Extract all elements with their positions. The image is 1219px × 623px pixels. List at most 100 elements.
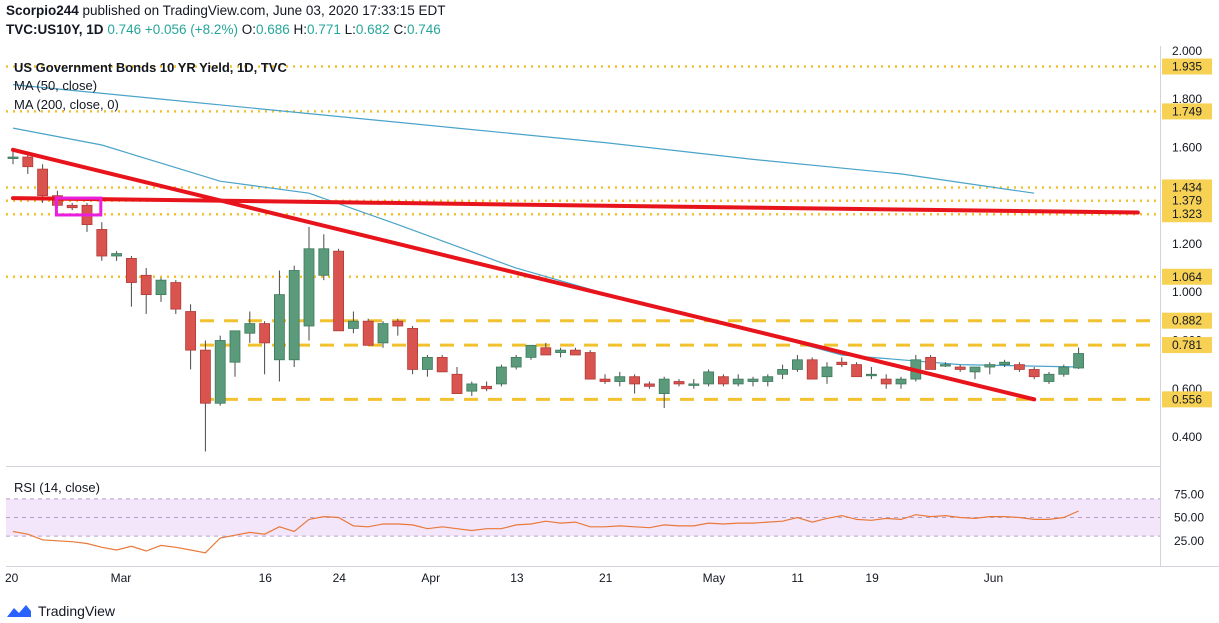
candle-up [525, 344, 537, 358]
candle-down [407, 328, 419, 370]
rsi-tick-label: 50.00 [1174, 511, 1204, 525]
candle-up [762, 376, 774, 382]
candle-down [1014, 364, 1025, 370]
level-tag [1162, 58, 1212, 75]
close-value: 0.746 [406, 22, 441, 37]
candle-down [1028, 369, 1040, 378]
candle-down [718, 376, 729, 385]
candle-down [333, 250, 345, 332]
candle-up [614, 376, 626, 382]
candle-up [377, 323, 389, 344]
high-value: 0.771 [307, 22, 341, 37]
time-tick-label: Mar [111, 571, 132, 585]
candle-down [629, 376, 640, 385]
axes: 2.0001.8001.6001.4001.2001.0000.8000.600… [5, 44, 1212, 585]
level-tag-label: 1.064 [1172, 270, 1202, 284]
level-tag [1162, 268, 1212, 285]
candle-down [436, 356, 448, 373]
close-label: C: [393, 22, 407, 37]
candle-down [140, 274, 152, 296]
rsi-tick-label: 25.00 [1174, 534, 1204, 548]
rsi-tick-label: 75.00 [1174, 487, 1204, 501]
rsi-legend[interactable]: RSI (14, close) [14, 480, 100, 495]
candle-up [1058, 366, 1070, 375]
candle-up [703, 371, 714, 385]
time-tick-label: 20 [5, 571, 19, 585]
level-tag [1162, 337, 1212, 354]
price-tick-label: 1.600 [1172, 140, 1202, 154]
ma50-line [12, 127, 1079, 368]
ma50-legend[interactable]: MA (50, close) [14, 78, 98, 93]
highlight-box [54, 196, 103, 217]
moving-averages [12, 84, 1079, 368]
last-price: 0.746 [107, 22, 142, 37]
candle-down [880, 378, 892, 385]
candle-down [362, 320, 374, 346]
candle-up [999, 361, 1010, 366]
publisher-name[interactable]: Scorpio244 [6, 3, 79, 18]
candle-down [584, 352, 596, 380]
time-tick-label: 16 [259, 571, 273, 585]
candle-up [777, 369, 788, 375]
candle-down [851, 364, 862, 378]
candles [7, 149, 1084, 452]
trendline [11, 196, 1140, 215]
time-tick-label: 24 [333, 571, 347, 585]
candle-up [244, 323, 256, 334]
candle-down [66, 204, 78, 209]
candle-down [37, 168, 48, 197]
candle-down [185, 311, 197, 351]
price-axis-border [1160, 46, 1161, 566]
ma200-legend[interactable]: MA (200, close, 0) [14, 97, 119, 112]
candle-up [466, 383, 478, 392]
chart-title: US Government Bonds 10 YR Yield, 1D, TVC [14, 60, 287, 75]
candle-up [555, 349, 566, 353]
highlight-rectangle [54, 196, 103, 217]
candle-up [821, 366, 833, 378]
time-tick-label: May [703, 571, 726, 585]
candle-down [259, 323, 271, 344]
low-label: L: [344, 22, 356, 37]
candle-up [214, 340, 226, 404]
level-tag-label: 1.323 [1172, 207, 1202, 221]
level-lines [6, 65, 1160, 401]
candle-down [126, 258, 137, 283]
level-tag [1162, 312, 1212, 329]
candle-down [170, 282, 182, 310]
footer-brand[interactable]: TradingView [6, 603, 115, 619]
candle-up [1043, 373, 1055, 382]
level-tag-label: 1.379 [1172, 194, 1202, 208]
time-tick-label: 21 [599, 571, 613, 585]
candle-down [570, 349, 581, 356]
price-tick-label: 2.000 [1172, 44, 1202, 58]
candle-down [954, 366, 966, 370]
time-tick-label: 13 [510, 571, 524, 585]
high-label: H: [293, 22, 308, 37]
open-label: O: [241, 22, 256, 37]
candle-up [747, 378, 759, 382]
time-tick-label: Jun [984, 571, 1003, 585]
price-chart[interactable]: 2.0001.8001.6001.4001.2001.0000.8000.600… [0, 0, 1219, 600]
level-tag [1162, 206, 1212, 223]
price-change: +0.056 (+8.2%) [144, 22, 238, 37]
candle-up [895, 378, 907, 385]
candle-up [273, 294, 285, 361]
candle-up [984, 364, 996, 368]
candle-down [96, 229, 108, 257]
brand-name: TradingView [38, 603, 116, 619]
candle-up [510, 356, 522, 368]
trendline [11, 147, 1037, 402]
level-tag [1162, 179, 1212, 196]
price-tick-label: 1.000 [1172, 285, 1202, 299]
candle-down [481, 385, 493, 390]
candle-down [599, 378, 611, 382]
tradingview-logo-icon [7, 605, 31, 617]
candle-up [347, 320, 359, 329]
candle-up [111, 253, 122, 257]
level-tag-label: 0.556 [1172, 392, 1202, 406]
candle-down [540, 347, 552, 356]
candle-down [836, 361, 848, 366]
level-tag-label: 1.935 [1172, 60, 1202, 74]
candle-up [866, 373, 877, 377]
level-tag [1162, 103, 1212, 120]
